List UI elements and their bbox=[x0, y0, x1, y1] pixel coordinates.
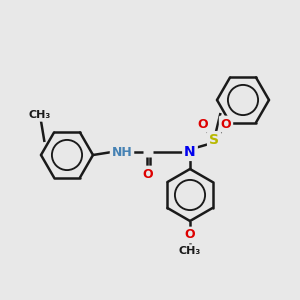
Text: CH₃: CH₃ bbox=[179, 246, 201, 256]
Text: O: O bbox=[143, 167, 153, 181]
Text: S: S bbox=[209, 133, 219, 147]
Text: NH: NH bbox=[112, 146, 132, 158]
Text: O: O bbox=[198, 118, 208, 130]
Text: O: O bbox=[185, 229, 195, 242]
Text: N: N bbox=[184, 145, 196, 159]
Text: CH₃: CH₃ bbox=[29, 110, 51, 120]
Text: O: O bbox=[221, 118, 231, 130]
